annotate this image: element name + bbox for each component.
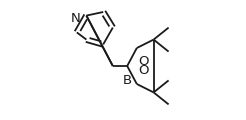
Text: O: O — [138, 64, 149, 77]
Text: O: O — [138, 55, 149, 68]
Text: N: N — [71, 12, 80, 25]
Text: B: B — [123, 74, 132, 87]
